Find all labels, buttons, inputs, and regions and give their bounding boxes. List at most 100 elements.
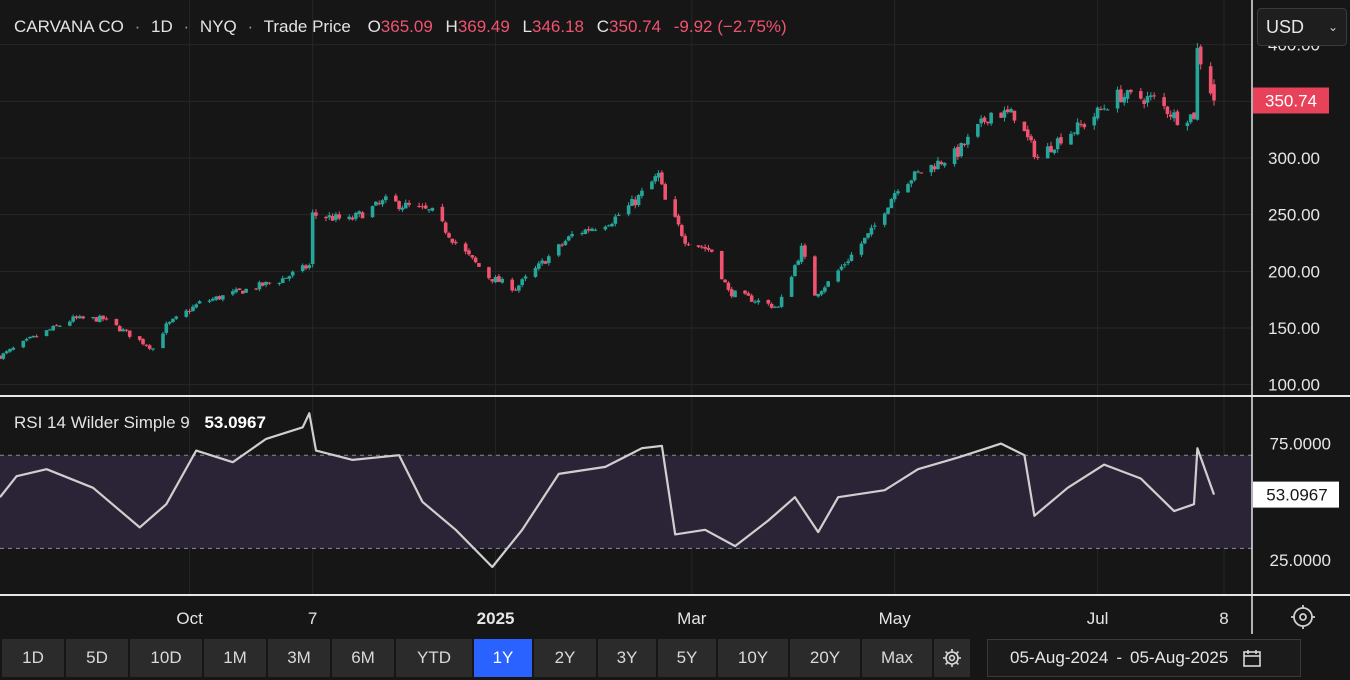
rsi-value: 53.0967: [204, 413, 265, 432]
candle: [28, 336, 32, 339]
candle: [58, 325, 62, 328]
candle: [936, 156, 940, 170]
candle: [417, 202, 421, 208]
candle: [74, 315, 79, 320]
date-dash: -: [1116, 648, 1122, 667]
time-tick-label: Oct: [176, 609, 203, 628]
candle: [463, 241, 468, 255]
candle: [370, 205, 375, 218]
timeframe-2y-button[interactable]: 2Y: [534, 639, 596, 677]
candle: [719, 250, 724, 280]
candle: [523, 274, 528, 282]
timeframe-1d-button[interactable]: 1D: [2, 639, 64, 677]
candle: [443, 221, 448, 235]
candle: [1188, 114, 1193, 125]
timeframe-10y-button[interactable]: 10Y: [718, 639, 788, 677]
candle: [986, 121, 990, 126]
candle: [420, 203, 425, 210]
candle: [78, 314, 82, 319]
candle: [956, 144, 960, 160]
candle: [284, 277, 288, 279]
candle: [859, 241, 864, 258]
timeframe-6m-button[interactable]: 6M: [332, 639, 394, 677]
candle: [1075, 118, 1080, 136]
chart-settings-button[interactable]: [1291, 605, 1315, 629]
candle: [1175, 109, 1180, 126]
candle: [217, 295, 222, 300]
candle: [497, 274, 501, 283]
candle: [184, 308, 189, 318]
candle: [906, 182, 910, 193]
candle: [430, 207, 435, 212]
timeframe-5y-button[interactable]: 5Y: [658, 639, 716, 677]
rsi-label: RSI 14 Wilder Simple 9: [14, 413, 190, 432]
candle: [407, 200, 411, 208]
candle: [197, 300, 202, 304]
candle: [307, 263, 312, 270]
price-tick-label: 150.00: [1268, 319, 1320, 338]
currency-value: USD: [1266, 16, 1305, 37]
candle: [613, 213, 618, 227]
candle: [843, 262, 847, 269]
rsi-tick-label: 25.0000: [1270, 551, 1331, 570]
low-value: 346.18: [532, 17, 584, 36]
candle: [300, 263, 305, 273]
candle: [999, 112, 1003, 118]
candle: [21, 340, 26, 349]
candle: [982, 115, 987, 125]
candle: [546, 254, 551, 266]
candle: [350, 215, 355, 221]
candle: [0, 355, 2, 360]
candle: [231, 288, 235, 297]
timeframe-10d-button[interactable]: 10D: [130, 639, 202, 677]
candle: [909, 179, 914, 188]
candle: [660, 170, 664, 186]
timeframe-1m-button[interactable]: 1M: [204, 639, 266, 677]
candle: [187, 308, 192, 315]
candle: [237, 288, 242, 291]
chart-header: CARVANA CO · 1D · NYQ · Trade Price O365…: [14, 17, 787, 36]
candle: [932, 163, 937, 173]
timeframe-max-button[interactable]: Max: [862, 639, 932, 677]
candle: [400, 205, 405, 213]
candle: [823, 285, 827, 294]
candle: [1139, 87, 1143, 100]
candle: [570, 231, 574, 238]
currency-select[interactable]: USD ⌄: [1257, 8, 1347, 46]
timeframe-3y-button[interactable]: 3Y: [598, 639, 656, 677]
candle: [703, 244, 707, 252]
timeframe-5d-button[interactable]: 5D: [66, 639, 128, 677]
candle: [789, 275, 794, 297]
candle: [68, 320, 72, 327]
candle: [653, 173, 658, 185]
candle: [603, 225, 608, 231]
candle: [397, 200, 401, 212]
timeframe-1y-button[interactable]: 1Y: [474, 639, 532, 677]
candle: [1012, 110, 1017, 124]
candle: [354, 211, 358, 222]
candle: [1072, 132, 1077, 136]
candle: [1092, 112, 1097, 130]
timeframe-3m-button[interactable]: 3M: [268, 639, 330, 677]
candle: [287, 275, 292, 282]
candle: [1069, 131, 1073, 145]
candle: [942, 162, 947, 168]
candle: [583, 228, 588, 235]
timeframe-20y-button[interactable]: 20Y: [790, 639, 860, 677]
candle: [174, 315, 179, 321]
timeframe-ytd-button[interactable]: YTD: [396, 639, 472, 677]
candle: [862, 237, 867, 245]
open-value: 365.09: [381, 17, 433, 36]
candle: [640, 187, 644, 199]
candle: [161, 331, 165, 349]
candle: [706, 244, 711, 252]
date-range-picker[interactable]: 05-Aug-2024 - 05-Aug-2025: [987, 639, 1301, 677]
timeframe-settings-button[interactable]: [934, 639, 970, 677]
rsi-line: [0, 412, 1216, 569]
candle: [101, 315, 105, 322]
candle: [729, 286, 734, 299]
candle: [556, 243, 561, 258]
rsi-header: RSI 14 Wilder Simple 9 53.0967: [14, 413, 266, 432]
